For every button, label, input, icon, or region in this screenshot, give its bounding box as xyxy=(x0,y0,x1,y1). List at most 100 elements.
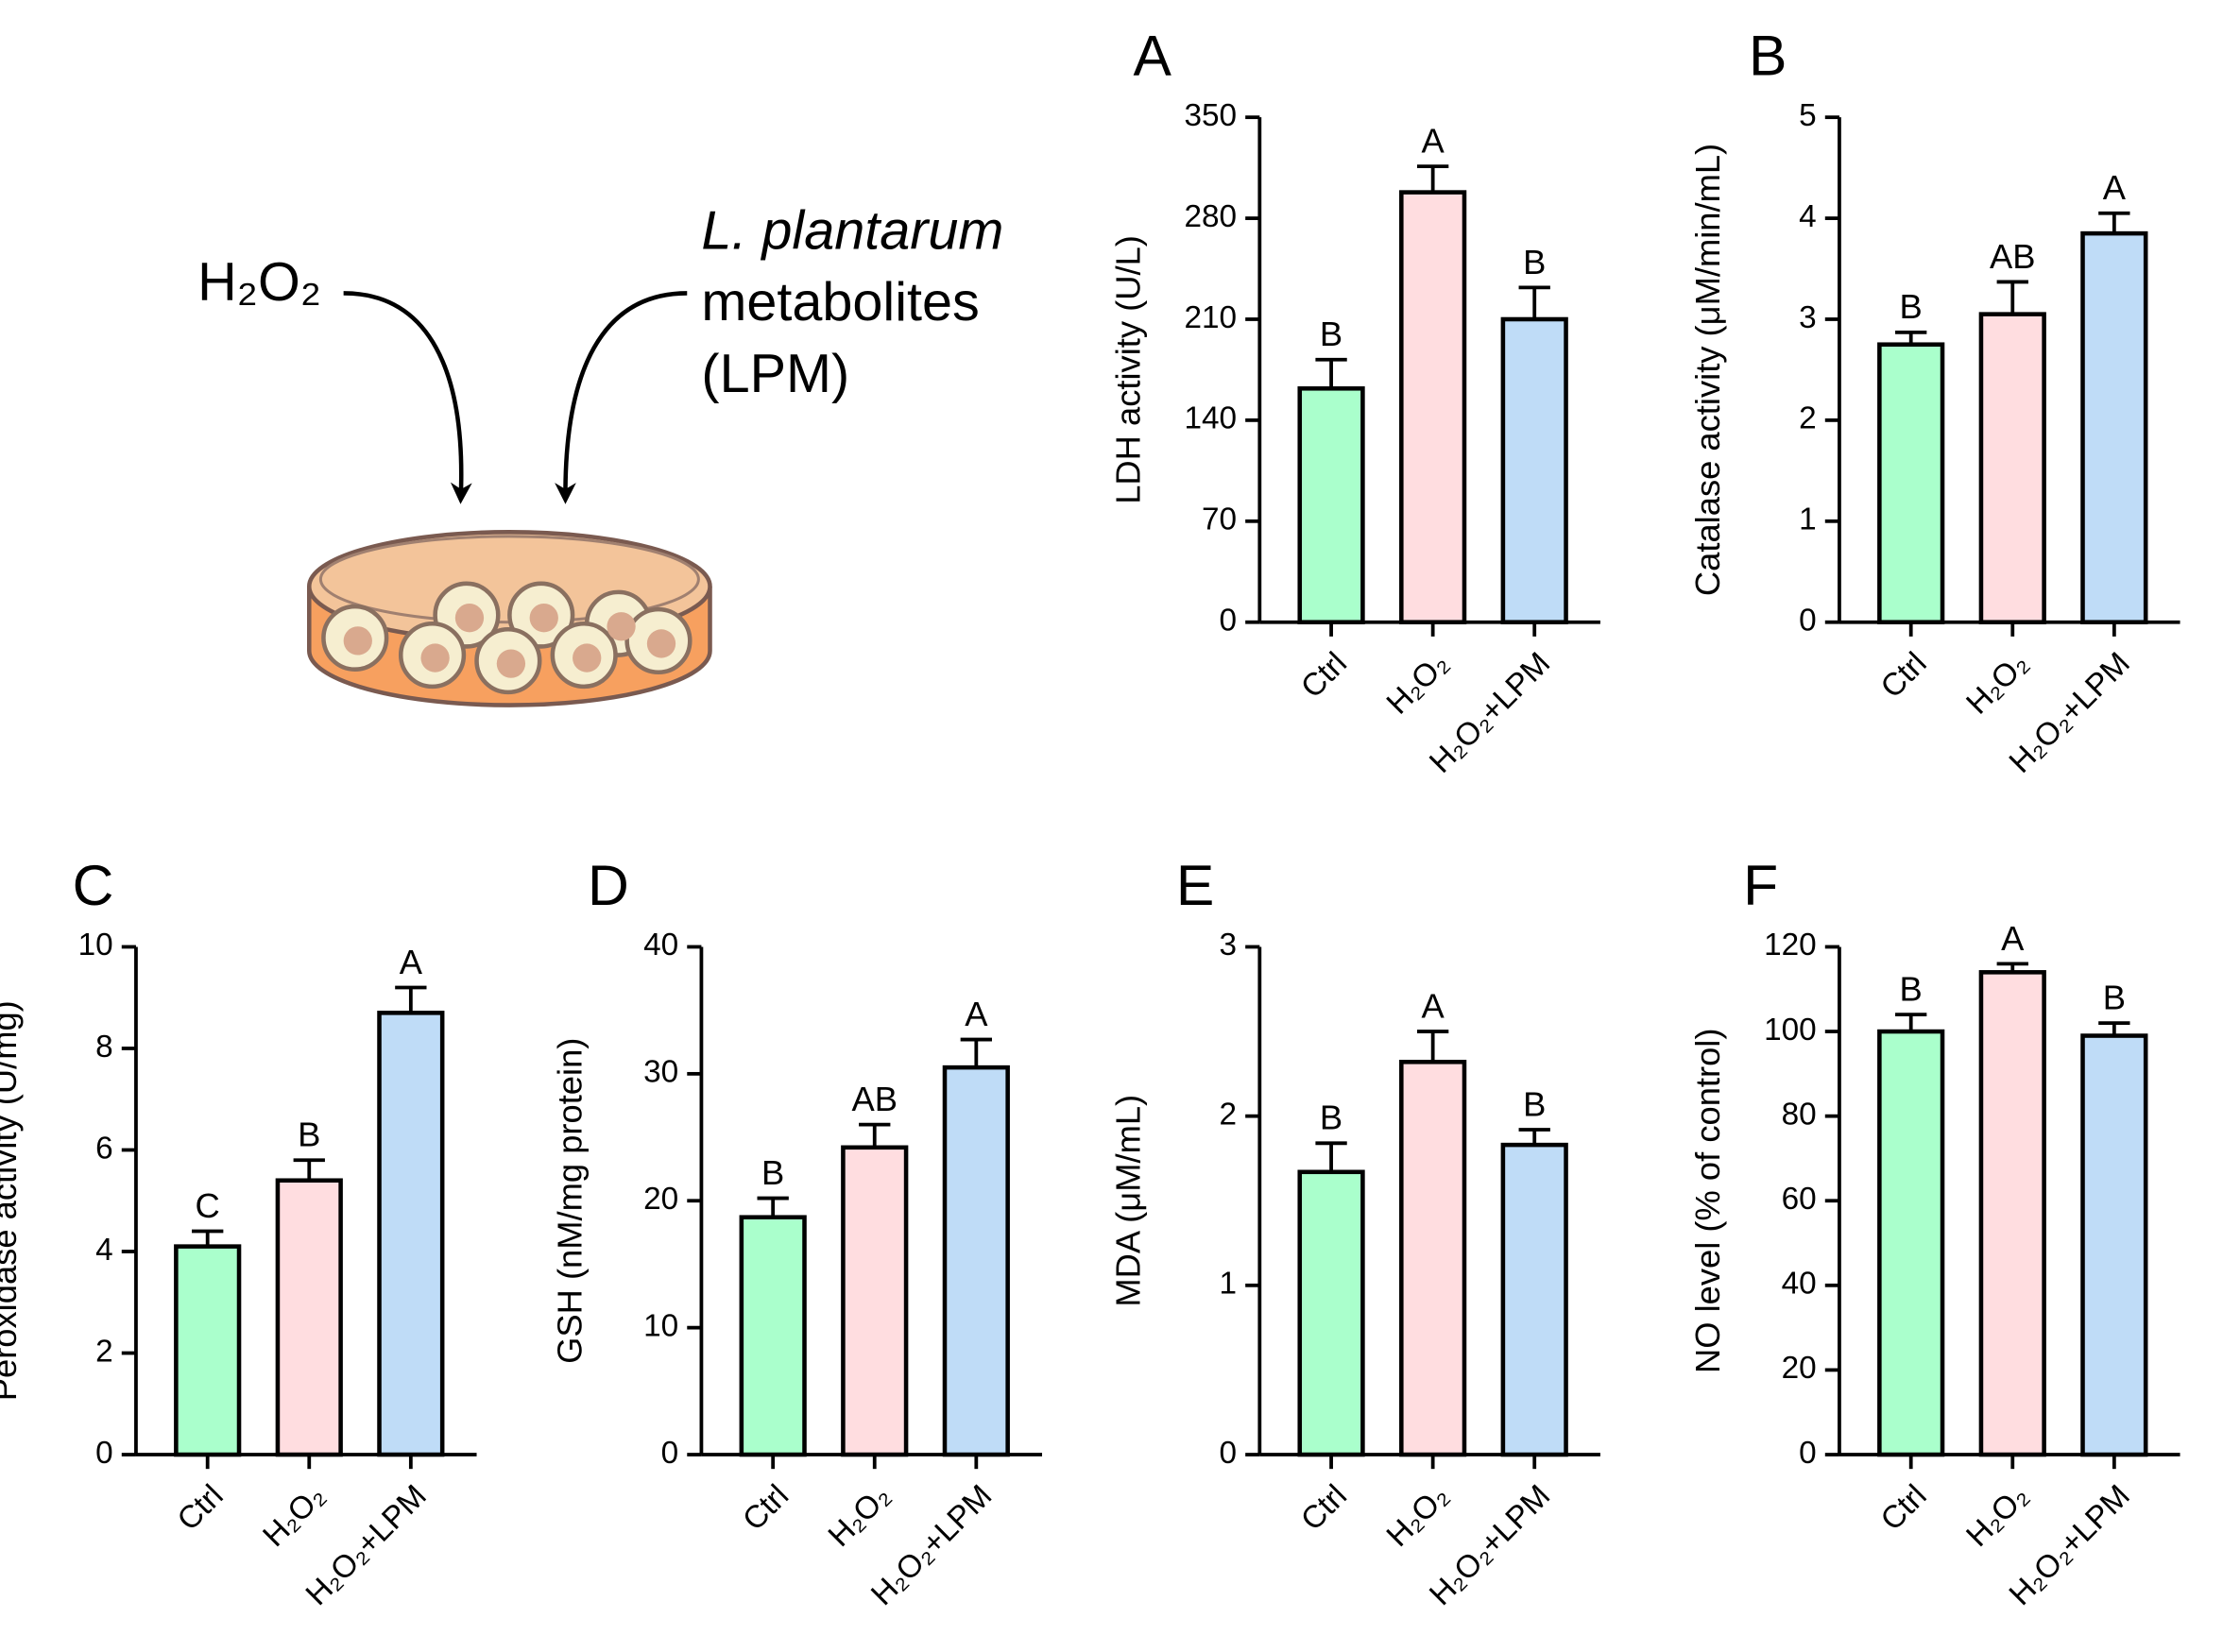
panel-label: D xyxy=(588,853,629,917)
x-tick-label: Ctrl xyxy=(1874,1478,1934,1538)
y-tick-label: 80 xyxy=(1782,1097,1817,1132)
significance-label: AB xyxy=(851,1080,897,1118)
significance-label: B xyxy=(1523,243,1546,281)
y-axis-label: MDA (μM/mL) xyxy=(1109,1095,1148,1307)
significance-label: A xyxy=(2103,168,2127,207)
panel-label: C xyxy=(73,853,114,917)
bar xyxy=(377,1011,445,1457)
y-axis-label: NO level (% of control) xyxy=(1688,1029,1727,1373)
y-tick-label: 210 xyxy=(1184,300,1237,335)
panel-label: A xyxy=(1133,24,1171,88)
x-tick-label: H₂O₂ xyxy=(822,1478,898,1554)
significance-label: A xyxy=(1422,121,1445,160)
error-bar xyxy=(2098,211,2130,234)
significance-label: B xyxy=(298,1116,320,1154)
panel-label: B xyxy=(1749,24,1787,88)
significance-label: A xyxy=(1422,986,1445,1025)
bar xyxy=(275,1178,343,1457)
panel-label: F xyxy=(1743,853,1778,917)
y-tick-label: 10 xyxy=(78,928,113,962)
illustration-label: metabolites xyxy=(701,272,979,332)
y-tick-label: 0 xyxy=(661,1436,679,1471)
error-bar xyxy=(1518,285,1550,319)
significance-label: A xyxy=(2001,919,2025,958)
y-tick-label: 6 xyxy=(95,1131,113,1166)
panel-label: E xyxy=(1176,853,1214,917)
bar xyxy=(1297,386,1365,624)
significance-label: A xyxy=(400,943,423,981)
y-tick-label: 1 xyxy=(1220,1267,1238,1302)
y-tick-label: 2 xyxy=(95,1334,113,1369)
error-bar xyxy=(757,1196,789,1218)
bar xyxy=(942,1064,1010,1457)
petri-dish xyxy=(306,530,712,707)
bar xyxy=(1978,312,2046,624)
significance-label: C xyxy=(196,1186,220,1225)
bar xyxy=(1297,1169,1365,1457)
y-tick-label: 40 xyxy=(643,928,678,962)
y-tick-label: 4 xyxy=(95,1233,113,1268)
bar xyxy=(2080,1033,2148,1457)
bar xyxy=(1500,316,1568,624)
y-tick-label: 140 xyxy=(1184,401,1237,436)
y-axis-label: GSH (nM/mg protein) xyxy=(551,1038,590,1364)
significance-label: B xyxy=(761,1153,784,1192)
error-bar xyxy=(1315,1141,1347,1172)
bar xyxy=(1877,342,1945,624)
bar xyxy=(1978,970,2046,1457)
illustration: H₂O₂ L. plantarum metabolites (LPM) xyxy=(197,200,1003,707)
y-tick-label: 2 xyxy=(1220,1097,1238,1132)
error-bar xyxy=(293,1158,325,1181)
bar xyxy=(2080,230,2148,624)
bar xyxy=(1399,1060,1467,1457)
y-tick-label: 40 xyxy=(1782,1267,1817,1302)
illustration-label: H₂O₂ xyxy=(197,252,321,313)
arrow xyxy=(343,291,472,504)
bar xyxy=(1877,1029,1945,1457)
significance-label: B xyxy=(1900,287,1923,326)
y-tick-label: 100 xyxy=(1764,1013,1817,1047)
y-tick-label: 0 xyxy=(95,1436,113,1471)
y-axis-label: LDH activity (U/L) xyxy=(1109,235,1148,504)
y-tick-label: 30 xyxy=(643,1055,678,1090)
illustration-label: L. plantarum xyxy=(701,200,1003,261)
error-bar xyxy=(1518,1128,1550,1146)
x-tick-label: Ctrl xyxy=(1294,646,1354,706)
y-axis-label: Catalase activity (μM/min/mL) xyxy=(1688,144,1727,596)
significance-label: B xyxy=(2103,978,2126,1016)
y-tick-label: 0 xyxy=(1799,604,1817,639)
y-tick-label: 8 xyxy=(95,1030,113,1064)
illustration-label: (LPM) xyxy=(701,344,849,404)
arrow xyxy=(555,291,688,504)
y-tick-label: 10 xyxy=(643,1308,678,1343)
significance-label: B xyxy=(1320,315,1342,353)
bar xyxy=(1399,190,1467,624)
y-tick-label: 20 xyxy=(643,1182,678,1217)
significance-label: A xyxy=(965,995,988,1033)
x-tick-label: Ctrl xyxy=(736,1478,795,1538)
error-bar xyxy=(1416,164,1449,193)
x-tick-label: Ctrl xyxy=(1294,1478,1354,1538)
y-tick-label: 0 xyxy=(1220,604,1238,639)
significance-label: B xyxy=(1900,970,1923,1009)
y-tick-label: 1 xyxy=(1799,502,1817,537)
bar xyxy=(1500,1142,1568,1457)
y-tick-label: 3 xyxy=(1799,300,1817,335)
significance-label: B xyxy=(1523,1084,1546,1123)
x-tick-label: H₂O₂ xyxy=(256,1478,332,1554)
error-bar xyxy=(1315,357,1347,389)
y-tick-label: 0 xyxy=(1220,1436,1238,1471)
x-tick-label: H₂O₂ xyxy=(1380,1478,1456,1554)
bar xyxy=(739,1215,807,1457)
y-tick-label: 4 xyxy=(1799,199,1817,234)
y-tick-label: 280 xyxy=(1184,199,1237,234)
significance-label: B xyxy=(1320,1098,1342,1137)
error-bar xyxy=(1416,1030,1449,1063)
error-bar xyxy=(192,1229,224,1247)
x-tick-label: H₂O₂ xyxy=(1959,1478,2035,1554)
x-tick-label: Ctrl xyxy=(1874,646,1934,706)
y-tick-label: 350 xyxy=(1184,98,1237,133)
y-tick-label: 0 xyxy=(1799,1436,1817,1471)
